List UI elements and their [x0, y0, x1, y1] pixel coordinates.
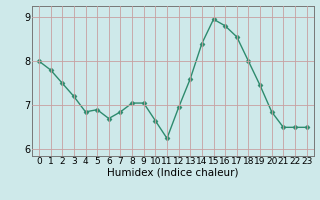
X-axis label: Humidex (Indice chaleur): Humidex (Indice chaleur) — [107, 168, 238, 178]
